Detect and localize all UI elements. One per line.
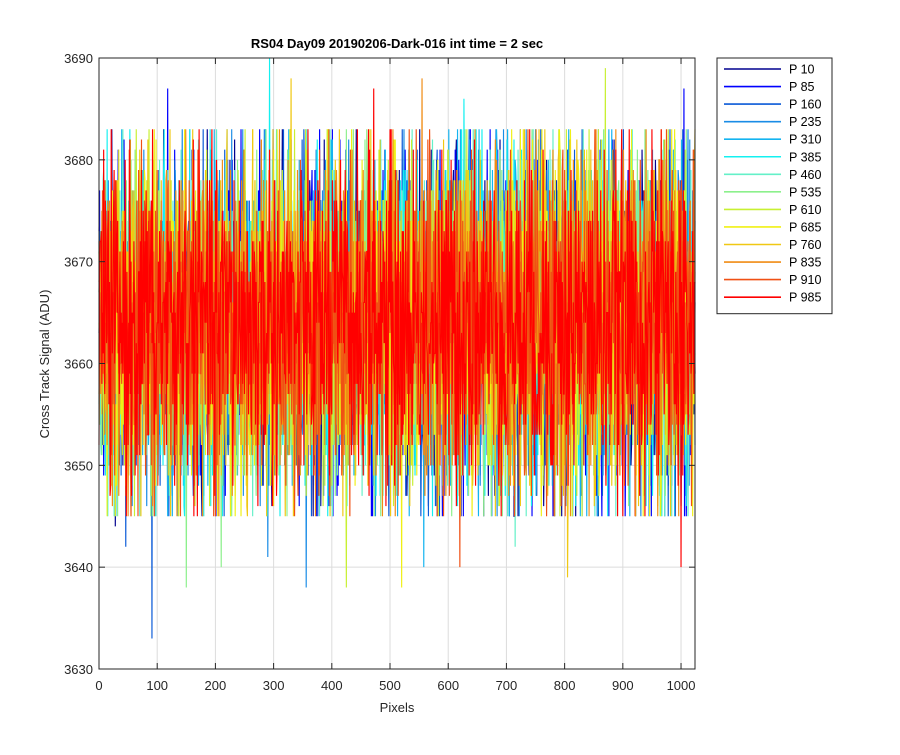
legend-label: P 685 bbox=[789, 220, 821, 234]
chart-title: RS04 Day09 20190206-Dark-016 int time = … bbox=[251, 36, 543, 51]
legend-label: P 10 bbox=[789, 63, 815, 77]
series-line-p985 bbox=[98, 88, 696, 568]
legend-label: P 985 bbox=[789, 291, 821, 305]
x-tick-label: 1000 bbox=[667, 678, 696, 693]
legend-label: P 760 bbox=[789, 238, 821, 252]
legend-label: P 460 bbox=[789, 168, 821, 182]
legend-label: P 910 bbox=[789, 273, 821, 287]
y-tick-label: 3650 bbox=[64, 458, 93, 473]
x-tick-label: 300 bbox=[263, 678, 285, 693]
x-axis-label: Pixels bbox=[380, 700, 415, 715]
x-tick-label: 900 bbox=[612, 678, 634, 693]
legend-label: P 310 bbox=[789, 133, 821, 147]
x-tick-label: 600 bbox=[437, 678, 459, 693]
legend-label: P 610 bbox=[789, 203, 821, 217]
legend-label: P 535 bbox=[789, 185, 821, 199]
y-tick-label: 3640 bbox=[64, 560, 93, 575]
y-tick-label: 3670 bbox=[64, 255, 93, 270]
legend-label: P 835 bbox=[789, 256, 821, 270]
x-tick-label: 500 bbox=[379, 678, 401, 693]
y-axis-label: Cross Track Signal (ADU) bbox=[37, 290, 52, 439]
legend: P 10 P 85 P 160 P 235 P 310 P 385 P 460 P 535 P … bbox=[716, 57, 833, 315]
y-tick-label: 3630 bbox=[64, 662, 93, 677]
x-tick-label: 800 bbox=[554, 678, 576, 693]
plot-area: 0 100 200 300 400 500 600 700 800 900 1000 3630 3640… bbox=[64, 51, 696, 693]
x-tick-label: 100 bbox=[146, 678, 168, 693]
x-tick-label: 200 bbox=[205, 678, 227, 693]
x-tick-label: 0 bbox=[95, 678, 102, 693]
x-tick-label: 400 bbox=[321, 678, 343, 693]
x-tick-label: 700 bbox=[496, 678, 518, 693]
legend-label: P 160 bbox=[789, 98, 821, 112]
legend-label: P 85 bbox=[789, 80, 815, 94]
legend-box bbox=[716, 57, 833, 315]
legend-label: P 235 bbox=[789, 115, 821, 129]
legend-label: P 385 bbox=[789, 150, 821, 164]
y-tick-label: 3660 bbox=[64, 357, 93, 372]
y-tick-label: 3690 bbox=[64, 51, 93, 66]
y-tick-label: 3680 bbox=[64, 153, 93, 168]
